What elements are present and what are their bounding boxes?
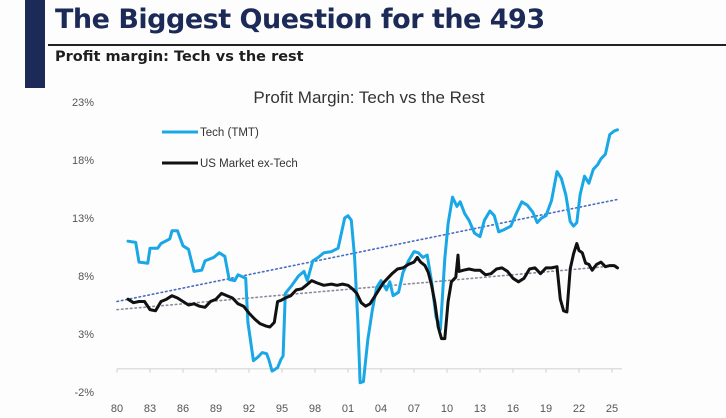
x-tick-label: 10 bbox=[441, 403, 453, 415]
x-tick-label: 89 bbox=[210, 403, 222, 415]
legend: Tech (TMT) US Market ex-Tech bbox=[162, 127, 298, 170]
x-tick-label: 95 bbox=[276, 403, 288, 415]
page-title: The Biggest Question for the 493 bbox=[55, 4, 545, 35]
page-subtitle: Profit margin: Tech vs the rest bbox=[55, 49, 304, 65]
x-tick-label: 19 bbox=[540, 403, 552, 415]
x-tick-label: 22 bbox=[573, 403, 585, 415]
x-axis: 80 83 86 89 92 95 98 01 04 07 10 13 16 19 22 25 bbox=[111, 368, 622, 415]
x-tick-label: 04 bbox=[375, 403, 387, 415]
chart-title: Profit Margin: Tech vs the Rest bbox=[253, 88, 484, 107]
x-tick-label: 16 bbox=[507, 403, 519, 415]
tech-tmt-line bbox=[126, 128, 619, 385]
legend-label: Tech (TMT) bbox=[200, 127, 259, 139]
y-tick-label: -2% bbox=[74, 387, 94, 399]
x-tick-label: 80 bbox=[111, 403, 123, 415]
brand-side-bar bbox=[25, 0, 45, 88]
x-tick-label: 01 bbox=[342, 403, 354, 415]
legend-label: US Market ex-Tech bbox=[200, 158, 298, 170]
trendline bbox=[116, 264, 619, 311]
x-tick-label: 07 bbox=[408, 403, 420, 415]
title-divider bbox=[48, 44, 726, 46]
x-tick-label: 25 bbox=[606, 403, 618, 415]
us-market-ex-tech-line bbox=[126, 242, 619, 341]
x-tick-label: 83 bbox=[144, 403, 156, 415]
x-tick-label: 86 bbox=[177, 403, 189, 415]
trendlines bbox=[116, 198, 619, 311]
y-tick-label: 18% bbox=[72, 155, 94, 167]
y-axis: -2% 3% 8% 13% 18% 23% bbox=[72, 97, 94, 399]
y-tick-label: 3% bbox=[78, 329, 94, 341]
y-tick-label: 13% bbox=[72, 213, 94, 225]
x-tick-label: 13 bbox=[474, 403, 486, 415]
trendline bbox=[116, 198, 619, 303]
y-tick-label: 23% bbox=[72, 97, 94, 109]
y-tick-label: 8% bbox=[78, 271, 94, 283]
x-tick-label: 92 bbox=[243, 403, 255, 415]
x-tick-label: 98 bbox=[309, 403, 321, 415]
series-lines bbox=[126, 128, 619, 385]
